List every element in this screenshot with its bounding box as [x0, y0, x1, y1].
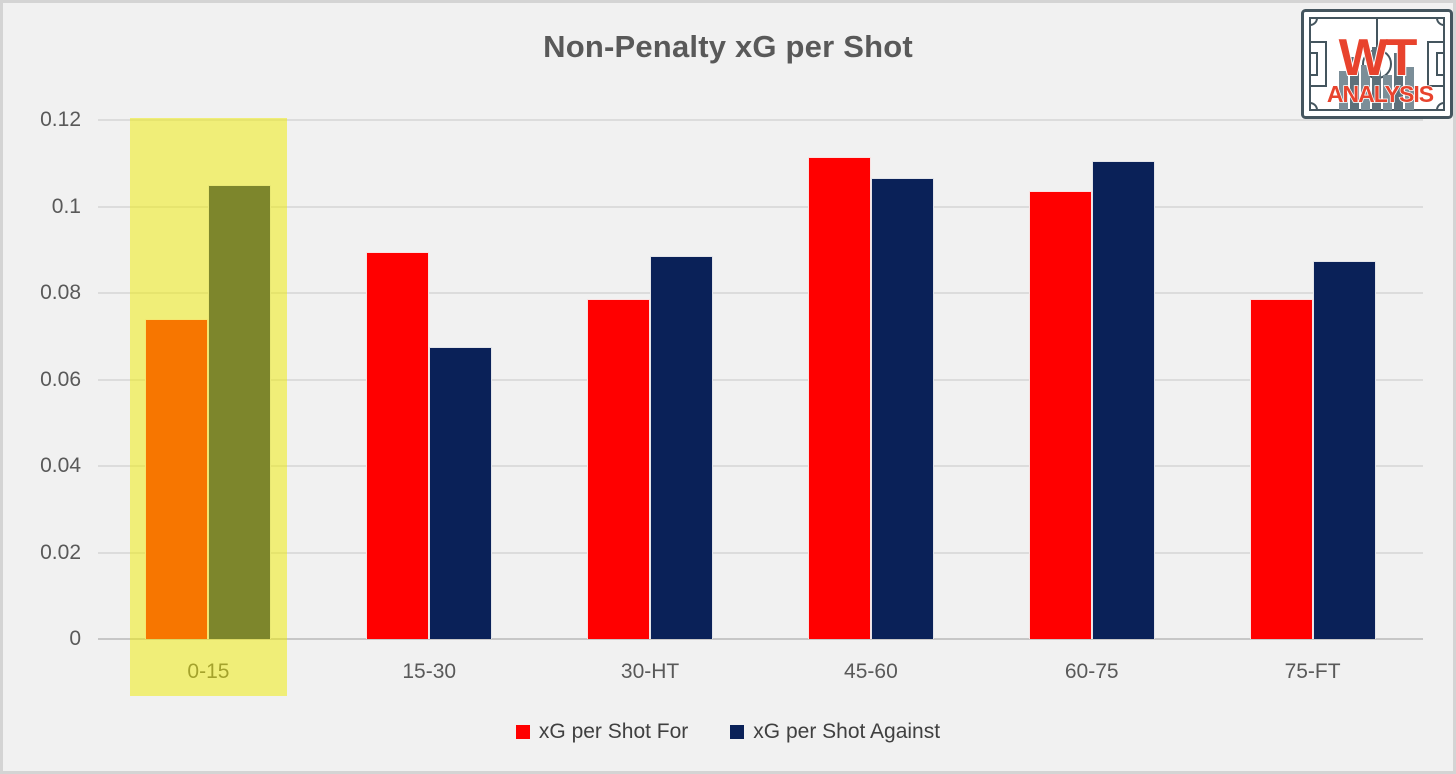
bar-0-15-against: [208, 184, 272, 639]
bar-30-HT-for: [587, 299, 651, 639]
legend: xG per Shot For xG per Shot Against: [3, 716, 1453, 748]
legend-label: xG per Shot For: [538, 720, 689, 743]
gridline-0.12: [98, 119, 1423, 121]
logo-text-wt: WT: [1339, 29, 1418, 87]
bar-45-60-for: [807, 156, 871, 639]
gridline-0.04: [98, 465, 1423, 467]
bar-0-15-for: [145, 318, 209, 639]
bar-75-FT-for: [1249, 299, 1313, 639]
y-tick-label: 0.08: [40, 281, 81, 304]
legend-swatch: [730, 725, 745, 739]
legend-swatch: [515, 725, 530, 739]
x-tick-label-0-15: 0-15: [187, 660, 230, 683]
wt-analysis-logo: WT ANALYSIS: [1301, 9, 1453, 119]
bar-60-75-against: [1091, 161, 1155, 639]
gridline-0.02: [98, 551, 1423, 554]
x-tick-label-15-30: 15-30: [402, 660, 457, 683]
bar-75-FT-against: [1312, 260, 1376, 639]
bar-45-60-against: [870, 178, 934, 639]
y-tick-label: 0: [69, 627, 81, 650]
x-tick-label-60-75: 60-75: [1064, 660, 1119, 683]
y-tick-label: 0.06: [40, 367, 81, 391]
legend-item-xg-per-shot-for: xG per Shot For: [515, 720, 689, 744]
logo-text-analysis: ANALYSIS: [1327, 81, 1434, 107]
y-tick-label: 0.04: [40, 454, 81, 477]
gridline-0: [98, 638, 1423, 640]
legend-item-xg-per-shot-against: xG per Shot Against: [730, 720, 940, 744]
x-tick-label-45-60: 45-60: [844, 660, 898, 683]
bar-15-30-for: [366, 251, 430, 639]
gridline-0.08: [98, 292, 1423, 294]
bar-30-HT-against: [650, 256, 714, 639]
logo-bars-icon: [1339, 47, 1414, 110]
y-tick-label: 0.12: [40, 108, 81, 131]
chart-title: Non-Penalty xG per Shot: [543, 29, 913, 64]
legend-label: xG per Shot Against: [753, 720, 941, 743]
y-tick-label: 0.02: [40, 540, 81, 564]
gridline-0.06: [98, 378, 1423, 381]
bar-60-75-for: [1028, 191, 1092, 639]
gridline-0.1: [98, 205, 1423, 208]
bar-15-30-against: [429, 347, 493, 639]
y-tick-label: 0.1: [51, 194, 81, 218]
x-tick-label-75-FT: 75-FT: [1284, 660, 1341, 683]
x-tick-label-30-HT: 30-HT: [620, 660, 680, 683]
